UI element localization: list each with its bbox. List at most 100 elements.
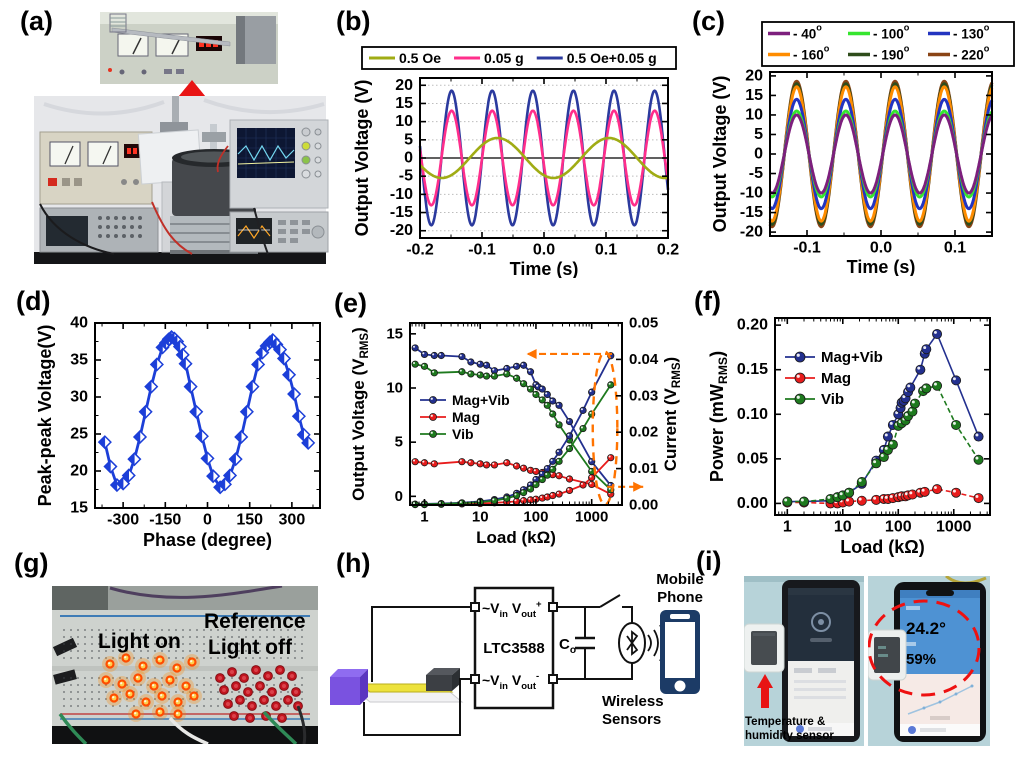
svg-text:Current (VRMS): Current (VRMS) xyxy=(661,357,683,471)
harvester-device xyxy=(330,668,464,705)
svg-text:- 220o: - 220o xyxy=(953,44,990,63)
svg-text:10: 10 xyxy=(834,518,852,535)
svg-text:0.1: 0.1 xyxy=(944,239,966,256)
svg-text:-5: -5 xyxy=(749,165,763,182)
svg-text:0.1: 0.1 xyxy=(595,241,617,258)
svg-text:100: 100 xyxy=(885,518,912,535)
chip-label: LTC3588 xyxy=(483,640,544,657)
svg-text:-20: -20 xyxy=(740,224,763,241)
white-wire xyxy=(168,716,209,744)
panel-b-label: (b) xyxy=(336,6,371,36)
svg-text:-15: -15 xyxy=(390,204,413,221)
temperature-humidity-sensor xyxy=(868,629,907,681)
chart-power-vs-load: 1 10 100 1000 0.00 0.05 0.10 0.15 0.20 Load (kΩ) P… xyxy=(707,317,991,557)
svg-text:- 160o: - 160o xyxy=(793,44,830,63)
svg-text:- 130o: - 130o xyxy=(953,23,990,42)
mobile-phone-icon xyxy=(660,610,700,694)
svg-text:5: 5 xyxy=(404,131,413,148)
cantilever-beam xyxy=(111,27,231,47)
light-on-label: Light on xyxy=(98,630,181,653)
svg-text:- 100o: - 100o xyxy=(873,23,910,42)
sensor-phone-photo-off: Temperature & humidity sensor xyxy=(744,576,864,746)
svg-text:0.05: 0.05 xyxy=(629,315,658,332)
svg-text:0.05 g: 0.05 g xyxy=(484,50,524,66)
black-wire xyxy=(296,705,307,744)
pin-label-top: ~Vin Vout+ xyxy=(482,599,542,620)
red-dashed-circle xyxy=(868,599,981,697)
mobile-phone-label-1: Mobile xyxy=(656,571,704,588)
svg-text:0.05: 0.05 xyxy=(737,450,768,467)
svg-text:20: 20 xyxy=(70,463,88,480)
sensor-caption-2: humidity sensor xyxy=(745,730,834,742)
svg-text:20: 20 xyxy=(395,77,413,94)
chart-output-voltage-vs-time-c: -0.1 0.0 0.1 -20 -15 -10 -5 0 5 10 15 20 Time (s) Out… xyxy=(710,21,1015,276)
svg-text:35: 35 xyxy=(70,352,88,369)
svg-text:150: 150 xyxy=(236,511,263,528)
svg-text:Load (kΩ): Load (kΩ) xyxy=(476,528,556,547)
sensor-phone-photo-on: 24.2° 59% xyxy=(868,576,990,746)
svg-text:Mag+Vib: Mag+Vib xyxy=(821,349,883,366)
green-wire xyxy=(58,712,88,744)
bluetooth-icon xyxy=(626,630,639,656)
svg-text:Phase (degree): Phase (degree) xyxy=(143,530,272,550)
svg-text:-150: -150 xyxy=(149,511,181,528)
svg-text:5: 5 xyxy=(754,126,763,143)
svg-text:Peak-peak Voltage(V): Peak-peak Voltage(V) xyxy=(35,325,55,507)
pin-label-bottom: ~Vin Vout- xyxy=(482,671,539,692)
svg-text:- 40o: - 40o xyxy=(793,23,822,42)
capacitor-label: Co xyxy=(559,636,576,656)
reference-label: Reference xyxy=(204,610,306,633)
svg-text:Output Voltage (V): Output Voltage (V) xyxy=(710,76,730,233)
light-off-label: Light off xyxy=(208,636,293,659)
svg-text:0.04: 0.04 xyxy=(629,351,659,368)
svg-text:0.20: 0.20 xyxy=(737,317,768,334)
leds-lit xyxy=(98,650,202,722)
red-up-arrow xyxy=(757,674,773,708)
svg-text:0.2: 0.2 xyxy=(657,241,679,258)
svg-text:- 190o: - 190o xyxy=(873,44,910,63)
svg-text:Mag: Mag xyxy=(452,409,480,425)
svg-text:0: 0 xyxy=(754,146,763,163)
setup-inset-photo xyxy=(100,12,278,84)
pin xyxy=(470,602,480,612)
panel-d-label: (d) xyxy=(16,286,51,316)
svg-text:300: 300 xyxy=(279,511,306,528)
svg-text:0.00: 0.00 xyxy=(629,497,658,514)
svg-text:0.01: 0.01 xyxy=(629,460,658,477)
panel-f-label: (f) xyxy=(694,286,721,316)
svg-text:Mag+Vib: Mag+Vib xyxy=(452,392,510,408)
svg-text:0.03: 0.03 xyxy=(629,387,658,404)
svg-text:10: 10 xyxy=(395,113,413,130)
svg-text:Time (s): Time (s) xyxy=(510,259,579,278)
svg-text:0.10: 0.10 xyxy=(737,406,768,423)
temperature-reading: 24.2° xyxy=(906,619,946,638)
mobile-phone-label-2: Phone xyxy=(657,589,703,606)
panel-g-label: (g) xyxy=(14,548,49,578)
circuit-wires xyxy=(363,594,633,736)
svg-text:-10: -10 xyxy=(390,186,413,203)
chart-voltage-current-vs-load: 1 10 100 1000 0 5 10 15 0.00 0.01 0.02 0.03 0.04 0.05… xyxy=(349,315,683,548)
svg-text:-5: -5 xyxy=(399,168,413,185)
svg-text:Mag: Mag xyxy=(821,370,851,387)
svg-text:Output Voltage (VRMS): Output Voltage (VRMS) xyxy=(349,327,371,501)
circuit-diagram: ~Vin Vout+ LTC3588 ~Vin Vout- Co Mobile … xyxy=(330,571,704,736)
svg-text:15: 15 xyxy=(70,500,88,517)
phone-on: 24.2° 59% xyxy=(894,582,986,742)
experimental-setup-photo xyxy=(34,12,329,264)
svg-text:10: 10 xyxy=(745,106,763,123)
svg-text:-15: -15 xyxy=(740,204,763,221)
leds-unlit xyxy=(215,665,303,723)
svg-text:15: 15 xyxy=(745,87,763,104)
pin xyxy=(548,602,558,612)
svg-text:0.15: 0.15 xyxy=(737,361,768,378)
temperature-humidity-sensor xyxy=(744,623,785,673)
svg-text:-0.1: -0.1 xyxy=(793,239,821,256)
panel-i-label: (i) xyxy=(696,546,722,576)
panel-c-label: (c) xyxy=(692,6,725,36)
sensor-caption-1: Temperature & xyxy=(745,716,825,728)
svg-text:0: 0 xyxy=(203,511,212,528)
svg-text:10: 10 xyxy=(472,508,489,525)
svg-text:15: 15 xyxy=(395,95,413,112)
